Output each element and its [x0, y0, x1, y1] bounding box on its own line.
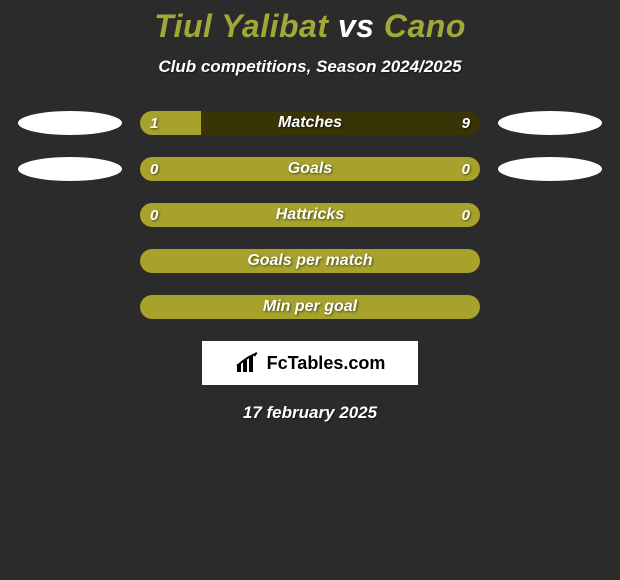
title-player1: Tiul Yalibat: [154, 8, 328, 44]
left-team-badge: [15, 203, 125, 227]
source-logo: FcTables.com: [202, 341, 418, 385]
title-player2: Cano: [384, 8, 466, 44]
left-team-badge: [15, 111, 125, 135]
stat-label: Matches: [140, 111, 480, 135]
source-logo-text: FcTables.com: [267, 353, 386, 374]
stat-label: Goals per match: [140, 249, 480, 273]
right-team-badge: [495, 203, 605, 227]
stat-bar: Matches1 9: [140, 111, 480, 135]
right-team-badge: [495, 111, 605, 135]
stat-label: Goals: [140, 157, 480, 181]
stat-value-right: 0: [462, 203, 470, 227]
stat-row: Matches1 9: [0, 111, 620, 135]
stat-row: Goals per match: [0, 249, 620, 273]
stat-value-left: 0: [150, 203, 158, 227]
comparison-infographic: Tiul Yalibat vs Cano Club competitions, …: [0, 0, 620, 580]
stat-row: Goals0 0: [0, 157, 620, 181]
left-team-badge: [15, 249, 125, 273]
stat-value-right: 0: [462, 157, 470, 181]
stat-bar: Goals per match: [140, 249, 480, 273]
title-vs: vs: [338, 8, 375, 44]
stat-bar: Hattricks0 0: [140, 203, 480, 227]
stat-label: Min per goal: [140, 295, 480, 319]
stat-row: Min per goal: [0, 295, 620, 319]
right-team-badge: [495, 295, 605, 319]
ellipse-icon: [498, 111, 602, 135]
left-team-badge: [15, 295, 125, 319]
stat-label: Hattricks: [140, 203, 480, 227]
ellipse-icon: [18, 111, 122, 135]
ellipse-icon: [18, 157, 122, 181]
right-team-badge: [495, 157, 605, 181]
chart-icon: [235, 352, 261, 374]
stat-bar: Goals0 0: [140, 157, 480, 181]
page-title: Tiul Yalibat vs Cano: [0, 8, 620, 45]
right-team-badge: [495, 249, 605, 273]
subtitle: Club competitions, Season 2024/2025: [0, 57, 620, 77]
stat-rows: Matches19Goals00Hattricks00Goals per mat…: [0, 111, 620, 319]
stat-value-left: 1: [150, 111, 158, 135]
snapshot-date: 17 february 2025: [0, 403, 620, 423]
stat-bar: Min per goal: [140, 295, 480, 319]
stat-value-left: 0: [150, 157, 158, 181]
ellipse-icon: [498, 157, 602, 181]
left-team-badge: [15, 157, 125, 181]
stat-value-right: 9: [462, 111, 470, 135]
stat-row: Hattricks0 0: [0, 203, 620, 227]
